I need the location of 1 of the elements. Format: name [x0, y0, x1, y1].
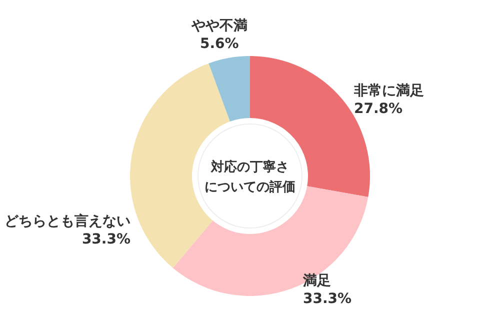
text: 対応の丁寧さについての評価: [204, 159, 296, 195]
